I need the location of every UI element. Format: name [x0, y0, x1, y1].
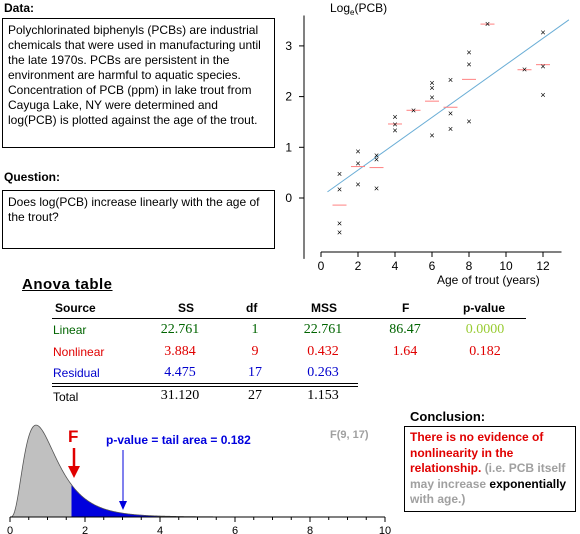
scatter-point: × — [429, 131, 434, 141]
tail-area — [71, 484, 385, 517]
anova-header-rule — [52, 318, 526, 319]
scatter-y-tick-label: 0 — [285, 191, 292, 205]
scatter-point: × — [374, 150, 379, 160]
scatter-y-tick-label: 3 — [285, 39, 292, 53]
density-area — [10, 425, 72, 517]
scatter-point: × — [540, 62, 545, 72]
scatter-y-tick-label: 2 — [285, 90, 292, 104]
anova-row-linear-df: 1 — [251, 322, 259, 337]
f-x-tick-label: 10 — [379, 525, 391, 534]
scatter-point: × — [429, 93, 434, 103]
conclusion-box: There is no evidence of nonlinearity in … — [404, 426, 576, 512]
scatter-point: × — [448, 75, 453, 85]
scatter-point: × — [374, 154, 379, 164]
scatter-point: × — [355, 179, 360, 189]
data-label: Data: — [4, 1, 35, 15]
anova-row-nonlinear-pvalue: 0.182 — [469, 344, 501, 359]
scatter-point: × — [337, 184, 342, 194]
scatter-point: × — [337, 169, 342, 179]
anova-row-nonlinear-df: 9 — [251, 344, 259, 359]
scatter-x-tick-label: 2 — [355, 259, 362, 273]
anova-row-nonlinear-mss: 0.432 — [307, 344, 339, 359]
anova-row-residual-df: 17 — [248, 365, 262, 380]
f-arrow-head — [68, 466, 80, 478]
conclusion-main: There is no evidence of nonlinearity in … — [410, 430, 544, 475]
scatter-x-tick-label: 6 — [429, 259, 436, 273]
anova-total-rule-1 — [52, 383, 358, 384]
anova-header-source: Source — [55, 301, 96, 315]
scatter-point: × — [355, 146, 360, 156]
scatter-point: × — [522, 65, 527, 75]
scatter-point: × — [355, 159, 360, 169]
scatter-x-tick-label: 12 — [536, 259, 550, 273]
anova-row-total-mss: 1.153 — [307, 388, 339, 403]
anova-row-residual-ss: 4.475 — [164, 365, 196, 380]
question-label: Question: — [4, 170, 60, 184]
scatter-point: × — [466, 60, 471, 70]
scatter-y-tick-label: 1 — [285, 140, 292, 154]
f-distribution-plot: 0 2 4 6 8 10 F p-value = tail area = 0.182 F(… — [7, 424, 391, 534]
scatter-point: × — [448, 124, 453, 134]
scatter-point: × — [466, 116, 471, 126]
data-text-box: Polychlorinated biphenyls (PCBs) are ind… — [2, 18, 275, 148]
scatter-point: × — [374, 183, 379, 193]
anova-header-f: F — [402, 301, 410, 315]
scatter-point: × — [337, 218, 342, 228]
scatter-ylabel: Loge(PCB) — [330, 1, 387, 17]
anova-row-nonlinear-source: Nonlinear — [53, 345, 105, 359]
scatter-x-tick-label: 8 — [466, 259, 473, 273]
scatter-point: × — [337, 227, 342, 237]
anova-row-linear-mss: 22.761 — [303, 322, 343, 337]
fit-line — [327, 19, 570, 193]
anova-header-mss: MSS — [311, 301, 338, 315]
anova-row-nonlinear-f: 1.64 — [392, 344, 418, 359]
anova-row-linear-source: Linear — [53, 323, 87, 337]
scatter-point: × — [392, 112, 397, 122]
anova-row-linear-ss: 22.761 — [160, 322, 200, 337]
scatter-point: × — [392, 126, 397, 136]
f-x-tick-label: 0 — [7, 525, 13, 534]
scatter-point: × — [448, 108, 453, 118]
anova-row-total-df: 27 — [248, 388, 262, 403]
scatter-x-tick-label: 0 — [318, 259, 325, 273]
anova-row-residual-mss: 0.263 — [307, 365, 339, 380]
scatter-point: × — [466, 47, 471, 57]
conclusion-note-b: exponentially — [489, 476, 567, 491]
anova-row-nonlinear-ss: 3.884 — [164, 344, 196, 359]
pvalue-arrow-head — [119, 501, 127, 510]
anova-row-total-ss: 31.120 — [160, 388, 200, 403]
f-dist-label: F(9, 17) — [330, 429, 369, 441]
scatter-xlabel: Age of trout (years) — [437, 273, 540, 287]
anova-header-df: df — [246, 301, 258, 315]
conclusion-label: Conclusion: — [410, 409, 486, 424]
anova-header-pvalue: p-value — [463, 301, 506, 315]
pvalue-label: p-value = tail area = 0.182 — [106, 433, 251, 447]
anova-row-total-source: Total — [53, 390, 79, 404]
scatter-point: × — [429, 83, 434, 93]
conclusion-note-a: (i.e. PCB itself may increase — [410, 461, 566, 491]
anova-row-residual-source: Residual — [53, 366, 100, 380]
scatter-point: × — [485, 19, 490, 29]
f-x-tick-label: 6 — [232, 525, 238, 534]
conclusion-note-c: with age.) — [410, 492, 466, 506]
anova-header-ss: SS — [178, 301, 195, 315]
scatter-point: × — [540, 28, 545, 38]
scatter-point: × — [429, 78, 434, 88]
anova-title: Anova table — [22, 276, 113, 293]
scatter-point: × — [392, 119, 397, 129]
f-x-tick-label: 8 — [307, 525, 313, 534]
f-x-tick-label: 2 — [82, 525, 88, 534]
question-text-box: Does log(PCB) increase linearly with the… — [2, 190, 275, 249]
scatter-point: × — [540, 90, 545, 100]
anova-row-linear-f: 86.47 — [389, 322, 421, 337]
anova-row-linear-pvalue: 0.0000 — [465, 322, 505, 337]
f-label: F — [68, 427, 78, 446]
f-x-tick-label: 4 — [157, 525, 163, 534]
scatter-x-tick-label: 4 — [392, 259, 399, 273]
scatter-point: × — [411, 105, 416, 115]
scatter-x-tick-label: 10 — [499, 259, 513, 273]
anova-total-rule-2 — [52, 386, 358, 387]
